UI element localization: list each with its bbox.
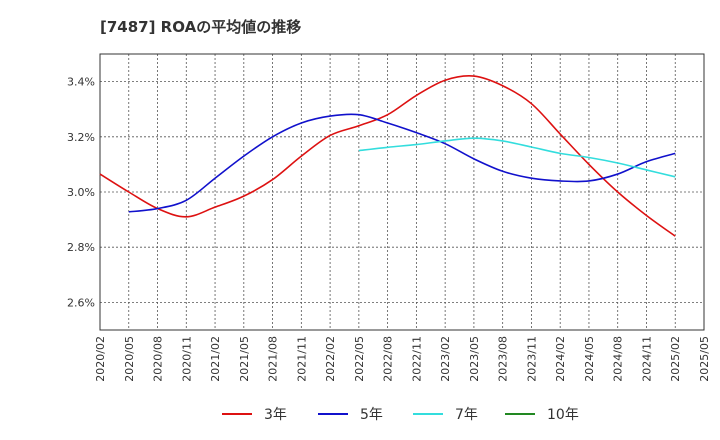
grid	[100, 54, 704, 330]
y-axis: 2.6% 2.8% 3.0% 3.2% 3.4%	[67, 76, 95, 310]
x-tick-label: 2020/08	[152, 336, 165, 382]
x-tick-label: 2025/05	[698, 336, 711, 382]
legend-label: 7年	[455, 407, 478, 423]
series-lines	[99, 75, 676, 237]
x-tick-label: 2024/02	[554, 336, 567, 382]
x-tick-label: 2020/02	[94, 336, 107, 382]
x-tick-label: 2021/08	[267, 336, 280, 382]
plot-area	[99, 53, 705, 331]
x-tick-label: 2020/05	[123, 336, 136, 382]
x-tick-label: 2023/02	[439, 336, 452, 382]
x-tick-label: 2020/11	[180, 336, 193, 382]
chart-title: [7487] ROAの平均値の推移	[100, 18, 301, 36]
legend-label: 5年	[360, 407, 383, 423]
x-tick-label: 2022/02	[324, 336, 337, 382]
y-tick-label: 2.6%	[67, 296, 95, 309]
y-tick-label: 3.2%	[67, 131, 95, 144]
x-tick-label: 2022/08	[382, 336, 395, 382]
legend: 3年 5年 7年 10年	[222, 407, 579, 423]
x-axis: 2020/02 2020/05 2020/08 2020/11 2021/02 2021/…	[94, 336, 711, 382]
y-tick-label: 2.8%	[67, 241, 95, 254]
series-line-5年	[128, 113, 676, 213]
x-tick-label: 2022/05	[353, 336, 366, 382]
x-tick-label: 2022/11	[410, 336, 423, 382]
x-tick-label: 2021/11	[295, 336, 308, 382]
x-tick-label: 2025/02	[669, 336, 682, 382]
legend-label: 10年	[547, 407, 579, 423]
series-line-7年	[358, 137, 676, 178]
x-tick-label: 2024/08	[612, 336, 625, 382]
legend-label: 3年	[264, 407, 287, 423]
x-tick-label: 2023/05	[468, 336, 481, 382]
x-tick-label: 2023/08	[497, 336, 510, 382]
x-tick-label: 2024/11	[640, 336, 653, 382]
y-tick-label: 3.0%	[67, 186, 95, 199]
y-tick-label: 3.4%	[67, 76, 95, 89]
x-tick-label: 2021/02	[209, 336, 222, 382]
x-tick-label: 2021/05	[238, 336, 251, 382]
x-tick-label: 2023/11	[525, 336, 538, 382]
x-tick-label: 2024/05	[583, 336, 596, 382]
